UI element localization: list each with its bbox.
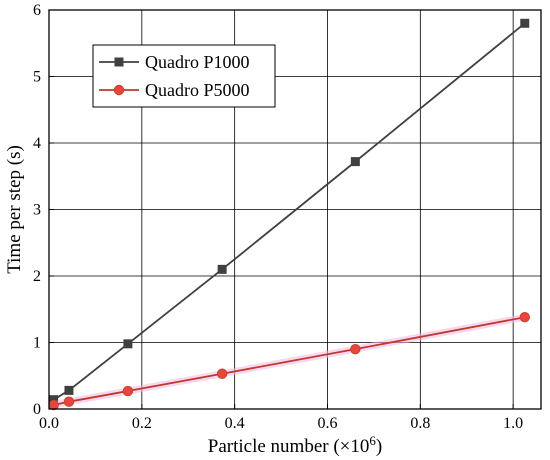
series-0-point-2 bbox=[123, 339, 133, 349]
series-1-point-3 bbox=[216, 368, 228, 379]
ticks: 0.0 0.2 0.4 0.6 0.8 1.0 0 1 2 3 4 5 6 bbox=[33, 2, 523, 432]
y-tick-label-6: 6 bbox=[33, 2, 41, 19]
legend-label-1: Quadro P5000 bbox=[145, 80, 250, 100]
legend: Quadro P1000 Quadro P5000 bbox=[92, 44, 276, 108]
x-axis-title-close: ) bbox=[376, 436, 382, 457]
x-tick-label-5: 1.0 bbox=[503, 415, 523, 432]
legend-marker-0 bbox=[114, 57, 124, 67]
series-0-point-0 bbox=[49, 395, 59, 405]
x-tick-label-2: 0.4 bbox=[225, 415, 245, 432]
series-1-point-4 bbox=[350, 343, 361, 355]
series-0-point-1 bbox=[64, 385, 74, 395]
x-tick-label-1: 0.2 bbox=[132, 415, 152, 432]
x-tick-label-4: 0.8 bbox=[410, 415, 430, 432]
series-1-point-1 bbox=[63, 396, 75, 407]
series-0-point-4 bbox=[350, 157, 360, 167]
y-tick-label-5: 5 bbox=[33, 69, 41, 86]
x-tick-label-3: 0.6 bbox=[317, 415, 337, 432]
y-tick-label-0: 0 bbox=[33, 401, 41, 418]
x-axis-title: Particle number (×106) bbox=[208, 433, 382, 457]
series-1-point-2 bbox=[122, 385, 134, 397]
legend-box bbox=[92, 44, 276, 108]
y-tick-label-3: 3 bbox=[33, 202, 41, 219]
x-tick-label-0: 0.0 bbox=[39, 415, 59, 432]
y-axis-title: Time per step (s) bbox=[4, 145, 25, 274]
y-tick-label-2: 2 bbox=[33, 268, 41, 285]
series-0-point-5 bbox=[520, 18, 530, 28]
y-tick-label-4: 4 bbox=[33, 135, 41, 152]
y-tick-label-1: 1 bbox=[33, 335, 41, 352]
series-1-point-5 bbox=[519, 312, 530, 323]
series-layer bbox=[48, 18, 530, 411]
legend-marker-1 bbox=[113, 84, 125, 96]
legend-label-0: Quadro P1000 bbox=[145, 52, 250, 72]
x-axis-title-exponent: 6 bbox=[369, 433, 376, 448]
x-axis-title-text: Particle number (×10 bbox=[208, 436, 370, 457]
series-0-point-3 bbox=[217, 264, 227, 274]
